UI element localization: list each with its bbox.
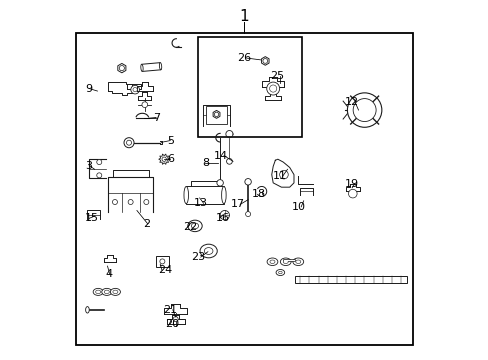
Circle shape — [214, 112, 218, 117]
Ellipse shape — [292, 258, 303, 266]
Circle shape — [220, 211, 229, 220]
Circle shape — [244, 179, 251, 185]
Circle shape — [126, 140, 131, 145]
Text: 4: 4 — [105, 269, 112, 279]
Circle shape — [162, 157, 166, 161]
Polygon shape — [186, 186, 224, 204]
Text: 21: 21 — [163, 305, 177, 315]
Ellipse shape — [183, 186, 188, 204]
Bar — [198, 37, 301, 137]
Text: 15: 15 — [85, 213, 99, 223]
Circle shape — [128, 199, 133, 204]
Circle shape — [352, 99, 375, 122]
Text: 9: 9 — [85, 84, 92, 94]
Ellipse shape — [187, 220, 202, 231]
Circle shape — [131, 85, 139, 94]
Ellipse shape — [159, 63, 162, 70]
Text: 3: 3 — [85, 161, 92, 171]
Polygon shape — [261, 57, 268, 65]
Polygon shape — [271, 159, 293, 187]
Polygon shape — [108, 82, 131, 95]
Circle shape — [266, 82, 279, 95]
Ellipse shape — [269, 260, 274, 264]
Text: 14: 14 — [214, 150, 228, 161]
Circle shape — [173, 317, 178, 321]
Text: 11: 11 — [272, 171, 286, 181]
Text: 1: 1 — [239, 9, 249, 24]
Ellipse shape — [110, 288, 120, 296]
Circle shape — [124, 138, 134, 148]
Ellipse shape — [141, 64, 143, 71]
Bar — [205, 106, 226, 124]
Ellipse shape — [113, 290, 118, 294]
Circle shape — [142, 102, 147, 108]
Text: 26: 26 — [236, 53, 250, 63]
Circle shape — [133, 87, 137, 92]
Circle shape — [112, 199, 117, 204]
Bar — [155, 256, 169, 267]
Ellipse shape — [280, 258, 290, 266]
Text: 22: 22 — [183, 222, 197, 231]
Ellipse shape — [93, 288, 103, 296]
Text: 20: 20 — [164, 319, 179, 329]
Circle shape — [279, 170, 287, 179]
Circle shape — [143, 199, 148, 204]
Ellipse shape — [204, 248, 212, 255]
Text: 5: 5 — [167, 136, 174, 145]
Circle shape — [160, 259, 164, 264]
Text: 10: 10 — [291, 202, 305, 212]
Circle shape — [269, 85, 276, 92]
Ellipse shape — [276, 270, 284, 275]
Bar — [76, 33, 412, 345]
Ellipse shape — [221, 186, 225, 204]
Ellipse shape — [278, 271, 282, 274]
Ellipse shape — [191, 223, 198, 229]
Ellipse shape — [266, 258, 277, 266]
Circle shape — [217, 180, 223, 186]
Circle shape — [97, 173, 102, 178]
Ellipse shape — [283, 260, 287, 264]
Text: 24: 24 — [158, 265, 172, 275]
Circle shape — [226, 158, 232, 164]
Text: 19: 19 — [345, 179, 359, 189]
Text: 23: 23 — [190, 252, 204, 262]
Circle shape — [346, 93, 381, 127]
Ellipse shape — [200, 244, 217, 258]
Text: 18: 18 — [251, 189, 265, 199]
Text: 6: 6 — [167, 154, 174, 164]
Text: 16: 16 — [215, 213, 229, 222]
Text: 12: 12 — [345, 97, 359, 107]
Polygon shape — [118, 63, 125, 73]
Text: 17: 17 — [230, 199, 244, 210]
Ellipse shape — [104, 290, 109, 294]
Circle shape — [119, 66, 124, 71]
Ellipse shape — [85, 307, 89, 313]
Text: 2: 2 — [143, 219, 150, 229]
Polygon shape — [213, 111, 220, 118]
Text: 7: 7 — [153, 113, 160, 123]
Text: 8: 8 — [202, 158, 209, 168]
Polygon shape — [294, 276, 406, 283]
Ellipse shape — [102, 288, 112, 296]
Ellipse shape — [295, 260, 300, 264]
Text: 13: 13 — [194, 198, 207, 208]
Circle shape — [97, 159, 102, 165]
Circle shape — [263, 59, 267, 63]
Polygon shape — [142, 63, 161, 71]
Text: 25: 25 — [269, 71, 284, 81]
Circle shape — [348, 189, 356, 198]
Circle shape — [245, 212, 250, 217]
Ellipse shape — [96, 290, 101, 294]
